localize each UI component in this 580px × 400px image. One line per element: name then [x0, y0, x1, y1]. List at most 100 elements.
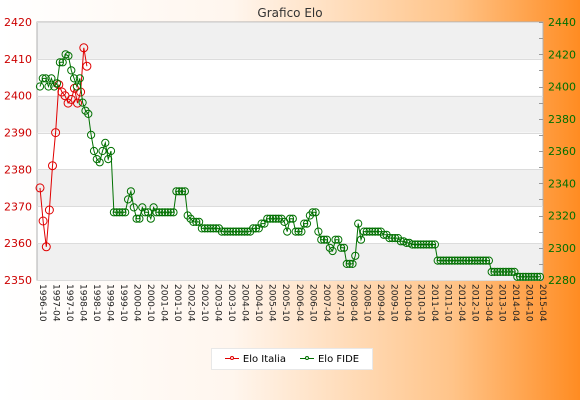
x-tick-label: 2007-04 [321, 284, 331, 322]
data-point [257, 219, 266, 228]
data-point [240, 227, 249, 236]
x-tick-label: 2012-04 [456, 284, 466, 322]
x-tick-label: 2011-04 [429, 284, 439, 322]
data-point [356, 235, 366, 244]
data-point [291, 227, 300, 236]
right-y-axis: 2280 2300 2320 2340 2360 2380 2400 2420 2440 [539, 16, 576, 287]
data-point [518, 272, 528, 281]
x-tick-label: 2005-10 [280, 284, 290, 322]
x-tick-label: 2010-10 [415, 284, 425, 322]
data-point [470, 256, 479, 265]
data-point [47, 74, 56, 83]
data-point [160, 208, 170, 217]
x-tick-label: 2010-04 [402, 284, 412, 322]
x-tick-label: 1998-04 [78, 284, 88, 322]
data-point [175, 187, 184, 196]
data-point [473, 256, 482, 265]
data-point [152, 208, 161, 217]
data-point [479, 256, 488, 265]
data-point [490, 267, 499, 276]
data-point [476, 256, 485, 265]
data-point [158, 208, 167, 217]
x-tick-label: 1998-10 [91, 284, 101, 322]
x-tick-label: 1997-10 [64, 284, 74, 322]
data-point [189, 217, 198, 226]
data-point [371, 227, 380, 236]
data-point [510, 267, 519, 276]
data-point [524, 272, 533, 281]
x-tick-label: 2005-04 [267, 284, 277, 322]
data-point [254, 224, 263, 233]
data-point [507, 267, 516, 276]
data-point [484, 256, 493, 265]
data-point [445, 256, 454, 265]
x-tick-label: 2013-04 [483, 284, 493, 322]
grid-band [37, 169, 543, 207]
right-tick-label: 2380 [548, 113, 576, 126]
data-point [70, 74, 79, 83]
data-point [52, 79, 62, 88]
x-tick-label: 1999-04 [105, 284, 115, 322]
data-point [251, 224, 260, 233]
data-point [271, 214, 280, 223]
legend-item-elo-fide: Elo FIDE [299, 354, 359, 365]
data-point [342, 259, 351, 268]
data-point [368, 227, 377, 236]
data-point [436, 256, 445, 265]
data-point [294, 227, 303, 236]
data-point [149, 203, 158, 212]
data-point [87, 130, 96, 139]
data-point [73, 98, 82, 108]
data-point [197, 224, 206, 233]
data-point [169, 208, 178, 217]
legend-swatch-elo-italia [224, 355, 239, 363]
data-point [322, 235, 331, 244]
left-tick-label: 2400 [4, 90, 32, 103]
data-point [38, 216, 48, 226]
data-point [55, 58, 65, 67]
series-elo-fide [35, 50, 545, 281]
data-point [67, 66, 76, 75]
data-point [339, 243, 349, 252]
left-tick-label: 2380 [4, 163, 32, 176]
x-tick-label: 2001-04 [159, 284, 169, 322]
right-tick-label: 2400 [548, 81, 576, 94]
left-tick-label: 2410 [4, 53, 32, 66]
data-point [288, 214, 297, 223]
data-point [203, 224, 212, 233]
x-tick-label: 2004-04 [240, 284, 250, 322]
data-point [362, 227, 371, 236]
data-point [311, 208, 320, 217]
data-point [425, 240, 434, 249]
data-point [317, 235, 326, 244]
legend-label-elo-italia: Elo Italia [242, 353, 286, 365]
data-point [132, 214, 141, 223]
grid-lines [37, 22, 543, 281]
data-point [89, 146, 99, 156]
data-point [112, 208, 121, 217]
data-point [141, 208, 150, 217]
left-y-axis: 2350 2360 2370 2380 2390 2400 2410 2420 [4, 16, 32, 287]
data-point [456, 256, 465, 265]
data-point [126, 187, 135, 196]
data-point [334, 235, 343, 244]
chart-title: Grafico Elo [257, 6, 322, 20]
data-point [337, 243, 346, 252]
data-point [285, 214, 295, 223]
data-point [535, 272, 545, 281]
data-point [422, 240, 431, 249]
x-tick-label: 1999-10 [118, 284, 128, 322]
data-point [35, 82, 45, 91]
data-point [115, 208, 124, 217]
data-point [450, 256, 459, 265]
data-point [226, 227, 235, 236]
data-point [217, 227, 226, 236]
data-point [101, 138, 110, 147]
data-point [44, 205, 54, 215]
right-tick-label: 2420 [548, 48, 576, 61]
data-point [104, 155, 113, 164]
data-point [530, 272, 539, 281]
data-point [95, 158, 104, 167]
x-tick-label: 2013-10 [496, 284, 506, 322]
data-point [496, 267, 505, 276]
